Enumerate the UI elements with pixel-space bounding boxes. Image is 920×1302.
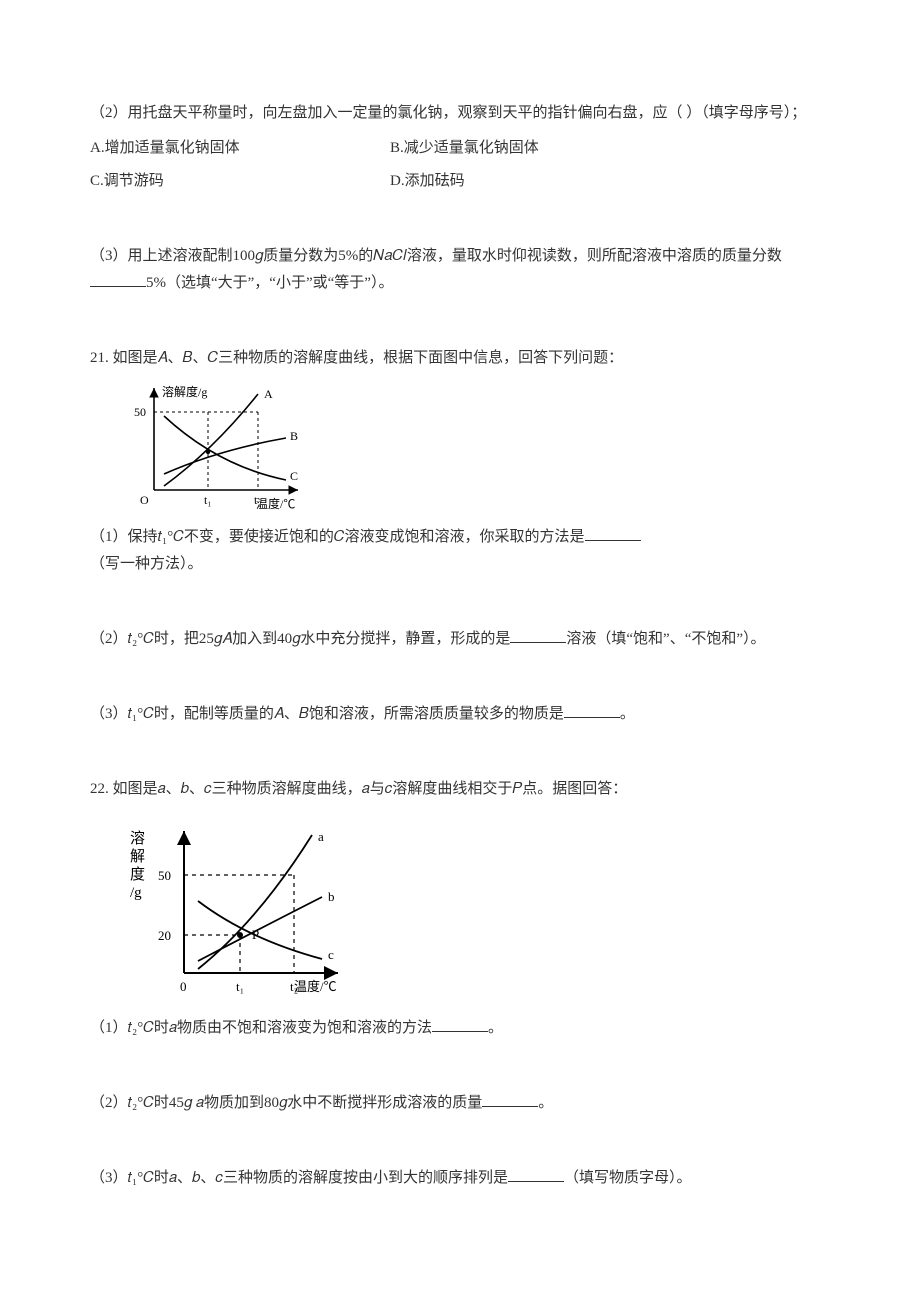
q21-part1: （1）保持𝑡₁°𝐶不变，要使接近饱和的𝐶溶液变成饱和溶液，你采取的方法是 （写一… <box>90 524 830 578</box>
q20-p3-pre: （3）用上述溶液配制100𝑔质量分数为5%的𝑁𝑎𝐶𝑙溶液，量取水时仰视读数，则所… <box>90 248 782 264</box>
q21-part2: （2）𝑡₂°𝐶时，把25𝑔𝐴加入到40𝑔水中充分搅拌，静置，形成的是 溶液（填“饱… <box>90 626 830 653</box>
q20-optD: D.添加砝码 <box>390 168 830 195</box>
svg-text:溶: 溶 <box>130 830 145 847</box>
q21-p1-pre: （1）保持𝑡₁°𝐶不变，要使接近饱和的𝐶溶液变成饱和溶液，你采取的方法是 <box>90 529 585 545</box>
q22-p3-pre: （3）𝑡₁°𝐶时𝑎、𝑏、𝑐三种物质的溶解度按由小到大的顺序排列是 <box>90 1170 508 1186</box>
svg-text:b: b <box>328 889 335 904</box>
svg-text:0: 0 <box>180 979 187 994</box>
q20-options-row2: C.调节游码 D.添加砝码 <box>90 168 830 195</box>
q22-part2: （2）𝑡₂°𝐶时45𝑔 𝑎物质加到80𝑔水中不断搅拌形成溶液的质量 。 <box>90 1090 830 1117</box>
svg-text:t₂: t₂ <box>254 493 262 507</box>
blank <box>90 272 146 287</box>
q22-p2-pre: （2）𝑡₂°𝐶时45𝑔 𝑎物质加到80𝑔水中不断搅拌形成溶液的质量 <box>90 1095 482 1111</box>
q22-p3-post: （填写物质字母）。 <box>564 1170 692 1186</box>
svg-text:A: A <box>264 387 273 401</box>
q22-p1-post: 。 <box>488 1020 503 1036</box>
q20-part2: （2）用托盘天平称量时，向左盘加入一定量的氯化钠，观察到天平的指针偏向右盘，应（… <box>90 100 830 127</box>
svg-text:解: 解 <box>130 848 145 865</box>
q22-chart: 溶解度/g50200t₁t₂温度/℃abcP <box>118 811 830 1011</box>
blank <box>510 628 566 643</box>
blank <box>508 1167 564 1182</box>
svg-text:P: P <box>252 927 259 942</box>
blank <box>432 1017 488 1032</box>
q22-p1-pre: （1）𝑡₂°𝐶时𝑎物质由不饱和溶液变为饱和溶液的方法 <box>90 1020 432 1036</box>
q20-p2-text: （2）用托盘天平称量时，向左盘加入一定量的氯化钠，观察到天平的指针偏向右盘，应（… <box>90 105 806 121</box>
q20-optB: B.减少适量氯化钠固体 <box>390 135 830 162</box>
q21-p1-post: （写一种方法）。 <box>90 556 203 572</box>
q21-chart: 溶解度/g 温度/℃ O 50 t₁ t₂ A B C <box>118 380 830 520</box>
q21-title: 21. 如图是𝐴、𝐵、𝐶三种物质的溶解度曲线，根据下面图中信息，回答下列问题： <box>90 345 830 372</box>
q21-p2-post: 溶液（填“饱和”、“不饱和”）。 <box>566 631 765 647</box>
q20-optA: A.增加适量氯化钠固体 <box>90 135 390 162</box>
q21-p3-post: 。 <box>620 706 635 722</box>
svg-text:50: 50 <box>158 868 171 883</box>
q20-part3: （3）用上述溶液配制100𝑔质量分数为5%的𝑁𝑎𝐶𝑙溶液，量取水时仰视读数，则所… <box>90 243 830 297</box>
svg-text:溶解度/g: 溶解度/g <box>162 384 207 399</box>
blank <box>564 703 620 718</box>
blank <box>482 1092 538 1107</box>
blank <box>585 526 641 541</box>
q22-part3: （3）𝑡₁°𝐶时𝑎、𝑏、𝑐三种物质的溶解度按由小到大的顺序排列是 （填写物质字母）… <box>90 1165 830 1192</box>
svg-text:t₁: t₁ <box>204 493 212 507</box>
q21-p3-pre: （3）𝑡₁°𝐶时，配制等质量的𝐴、𝐵饱和溶液，所需溶质质量较多的物质是 <box>90 706 564 722</box>
svg-text:c: c <box>328 947 334 962</box>
q22-title: 22. 如图是𝑎、𝑏、𝑐三种物质溶解度曲线，𝑎与𝑐溶解度曲线相交于𝑃点。据图回答… <box>90 776 830 803</box>
q20-optC: C.调节游码 <box>90 168 390 195</box>
svg-text:/g: /g <box>130 885 142 901</box>
svg-text:B: B <box>290 429 298 443</box>
solubility-chart-1: 溶解度/g 温度/℃ O 50 t₁ t₂ A B C <box>118 380 318 520</box>
q22-p2-post: 。 <box>538 1095 553 1111</box>
svg-text:t₁: t₁ <box>236 979 244 994</box>
svg-text:20: 20 <box>158 928 171 943</box>
q22-part1: （1）𝑡₂°𝐶时𝑎物质由不饱和溶液变为饱和溶液的方法 。 <box>90 1015 830 1042</box>
svg-text:温度/℃: 温度/℃ <box>256 496 295 511</box>
svg-text:度: 度 <box>130 866 145 883</box>
q21-p2-pre: （2）𝑡₂°𝐶时，把25𝑔𝐴加入到40𝑔水中充分搅拌，静置，形成的是 <box>90 631 510 647</box>
svg-text:C: C <box>290 469 298 483</box>
q20-p3-post: 5%（选填“大于”，“小于”或“等于”）。 <box>146 275 393 291</box>
svg-text:a: a <box>318 829 324 844</box>
q20-options-row1: A.增加适量氯化钠固体 B.减少适量氯化钠固体 <box>90 135 830 162</box>
svg-text:50: 50 <box>134 405 146 419</box>
svg-text:温度/℃: 温度/℃ <box>294 979 337 994</box>
q21-part3: （3）𝑡₁°𝐶时，配制等质量的𝐴、𝐵饱和溶液，所需溶质质量较多的物质是 。 <box>90 701 830 728</box>
svg-text:O: O <box>140 493 149 507</box>
solubility-chart-2: 溶解度/g50200t₁t₂温度/℃abcP <box>118 811 358 1011</box>
